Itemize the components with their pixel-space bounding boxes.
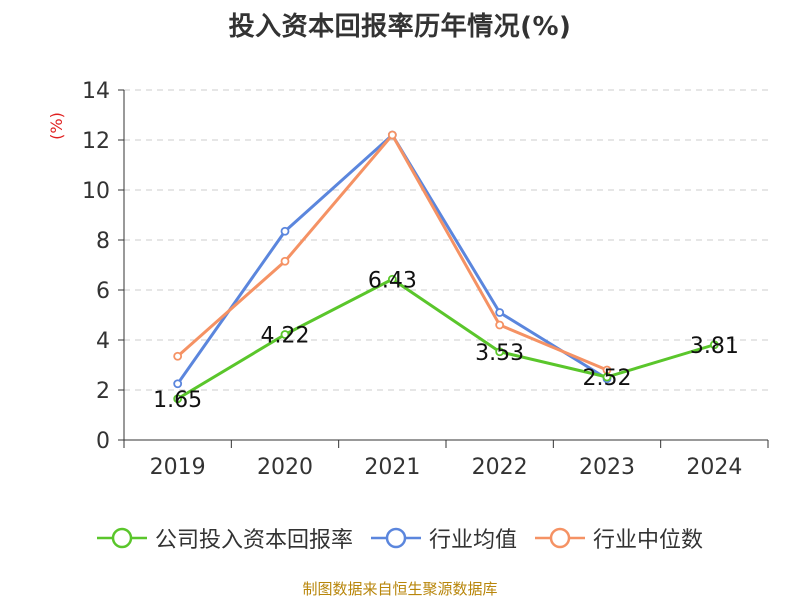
data-point[interactable] (173, 351, 183, 361)
data-point[interactable] (173, 394, 183, 404)
x-tick-label: 2020 (257, 455, 313, 480)
data-label: 6.43 (368, 268, 417, 293)
legend-item-industry-mean[interactable]: 行业均值 (370, 522, 517, 554)
data-point[interactable] (495, 347, 505, 357)
axes: 0 2 4 6 8 10 12 14 2019 2020 2021 2022 2023 2024 (82, 79, 769, 480)
legend-item-company[interactable]: 公司投入资本回报率 (96, 522, 353, 554)
data-point[interactable] (709, 340, 719, 350)
y-tick-label: 8 (96, 229, 110, 254)
source-note: 制图数据来自恒生聚源数据库 (302, 580, 498, 598)
data-label: 3.53 (475, 341, 524, 366)
series-line (176, 277, 715, 401)
legend-label-industry-mean: 行业均值 (428, 528, 517, 553)
legend-label-company: 公司投入资本回报率 (154, 528, 353, 553)
legend-marker-company-icon (96, 527, 147, 549)
data-point[interactable] (495, 320, 505, 330)
data-point[interactable] (280, 256, 290, 266)
y-tick-label: 6 (96, 279, 110, 304)
series-line (176, 133, 608, 385)
series-line (176, 133, 608, 372)
y-tick-label: 14 (82, 79, 110, 104)
data-point[interactable] (495, 308, 505, 317)
series-lines (173, 130, 719, 404)
y-tick-label: 4 (96, 329, 110, 354)
legend-marker-industry-median-icon (535, 527, 585, 549)
legend-label-industry-median: 行业中位数 (593, 528, 704, 553)
data-label: 3.81 (690, 334, 739, 359)
data-label: 1.65 (153, 388, 202, 413)
x-tick-label: 2019 (150, 455, 206, 480)
chart-title: 投入资本回报率历年情况(%) (228, 12, 572, 42)
series-2 (173, 130, 612, 375)
series-1 (173, 130, 612, 389)
series-0 (173, 274, 719, 404)
grid-lines (124, 89, 768, 391)
data-point[interactable] (387, 130, 397, 140)
y-tick-label: 0 (96, 429, 110, 454)
data-labels: 1.65 4.22 6.43 3.53 2.52 3.81 (153, 268, 739, 413)
data-label: 4.22 (261, 324, 310, 349)
y-tick-label: 10 (82, 179, 110, 204)
x-tick-label: 2023 (579, 455, 635, 480)
legend-marker-industry-mean-icon (370, 527, 421, 549)
data-point[interactable] (280, 330, 290, 339)
x-tick-label: 2022 (472, 455, 528, 480)
y-axis-unit-label: (%) (47, 112, 66, 140)
data-point[interactable] (173, 379, 183, 389)
legend-item-industry-median[interactable]: 行业中位数 (535, 522, 703, 554)
y-tick-label: 12 (82, 129, 110, 154)
x-tick-label: 2024 (686, 455, 742, 480)
y-tick-label: 2 (96, 379, 110, 404)
data-label: 2.52 (583, 366, 632, 391)
x-tick-label: 2021 (364, 455, 420, 480)
data-point[interactable] (602, 372, 612, 382)
legend: 公司投入资本回报率 行业均值 行业中位数 (0, 518, 800, 558)
data-point[interactable] (387, 274, 397, 284)
data-point[interactable] (280, 226, 290, 236)
